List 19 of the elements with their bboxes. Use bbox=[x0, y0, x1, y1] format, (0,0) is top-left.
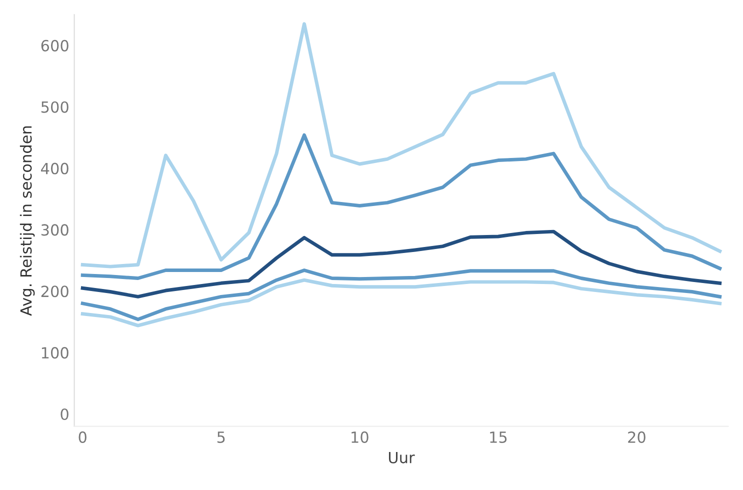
x-tick-label: 15 bbox=[490, 432, 507, 443]
x-tick-label: 0 bbox=[78, 431, 86, 443]
line-series bbox=[80, 230, 722, 298]
x-tick-label: 5 bbox=[217, 432, 225, 443]
x-axis-title: Uur bbox=[388, 452, 415, 464]
x-tick-label: 20 bbox=[628, 431, 646, 443]
line-series bbox=[80, 133, 722, 280]
line-series bbox=[80, 268, 722, 322]
y-tick-label: 0 bbox=[60, 408, 68, 420]
y-tick-label: 500 bbox=[41, 101, 68, 113]
y-tick-label: 100 bbox=[42, 347, 68, 359]
x-tick-label: 10 bbox=[352, 431, 368, 443]
y-tick-label: 300 bbox=[41, 224, 68, 236]
y-tick-label: 200 bbox=[41, 286, 68, 298]
y-axis-title: Avg. Reistijd in seconden bbox=[20, 126, 35, 316]
y-tick-label: 600 bbox=[41, 40, 68, 52]
line-series bbox=[80, 22, 722, 268]
y-tick-label: 400 bbox=[41, 162, 68, 174]
line-series bbox=[80, 278, 722, 328]
